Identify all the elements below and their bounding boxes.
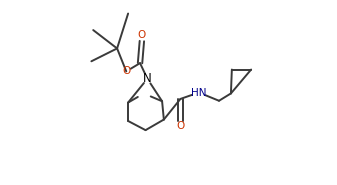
Text: O: O xyxy=(138,30,146,40)
Text: O: O xyxy=(176,122,185,132)
Text: HN: HN xyxy=(191,88,207,97)
Text: O: O xyxy=(122,66,130,76)
Text: N: N xyxy=(143,72,152,85)
